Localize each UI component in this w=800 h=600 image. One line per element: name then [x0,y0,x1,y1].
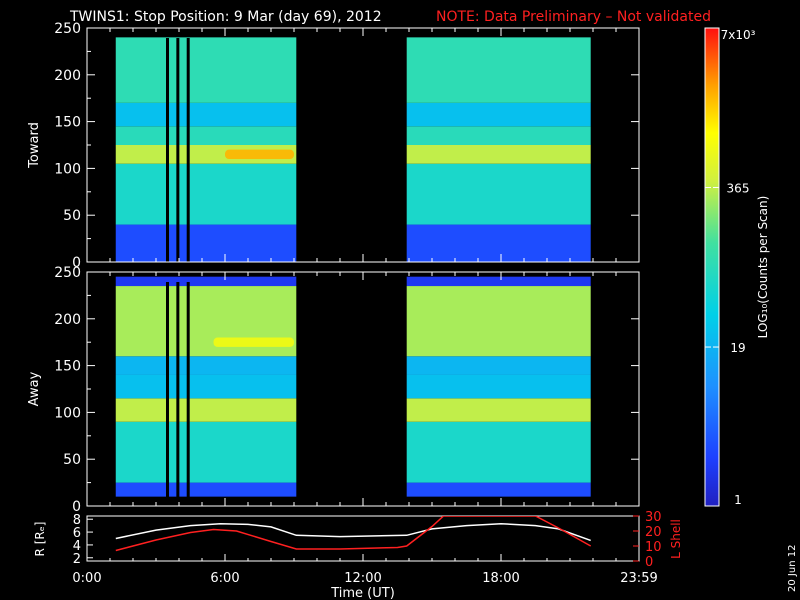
toward-heatmap [115,37,591,262]
away-ytick-label-3: 150 [54,359,81,375]
orbit-xtick-label-2: 12:00 [344,571,381,586]
orbit-xlabel: Time (UT) [330,586,395,600]
away-ytick-label-1: 50 [63,452,81,468]
toward-axes: 0 50 100 150 200 250 [54,21,640,271]
colorbar-gradient [704,27,720,507]
away-band-0-2 [115,398,297,422]
away-band-1-1 [406,421,591,483]
date-stamp: 20 Jun 12 [787,545,798,592]
toward-band-0-1 [115,163,297,225]
away-band-1-6 [406,276,591,287]
away-band-1-0 [406,482,591,497]
toward-ytick-label-3: 150 [54,115,81,131]
orbit-ytick-left-label-2: 6 [73,526,81,541]
away-band-0-1 [115,421,297,483]
toward-band-1-5 [406,37,591,103]
toward-gap-0 [166,38,169,262]
colorbar-ticks: 1 19 365 7x10³ [705,27,756,507]
orbit-xtick-label-0: 0:00 [72,571,101,586]
orbit-xtick-label-1: 6:00 [210,571,239,586]
orbit-ytick-left-label-3: 8 [73,513,81,528]
toward-ytick-label-5: 250 [54,21,81,37]
orbit-ytick-right-label-1: 10 [645,540,662,555]
toward-ytick-label-0: 0 [72,255,81,271]
away-band-0-3 [115,374,297,399]
toward-band-1-2 [406,145,591,164]
away-heatmap [115,276,591,506]
toward-ytick-label-2: 100 [54,161,81,177]
away-band-0-4 [115,356,297,375]
chart-note: NOTE: Data Preliminary – Not validated [436,9,711,25]
away-band-1-3 [406,374,591,399]
toward-ytick-label-1: 50 [63,208,81,224]
toward-band-1-4 [406,102,591,127]
away-ytick-label-2: 100 [54,405,81,421]
toward-band-0-5 [115,37,297,103]
toward-band-0-3 [115,126,297,145]
orbit-ytick-right-label-2: 20 [645,525,662,540]
orbit-ylabel-right: L Shell [669,519,683,559]
away-ytick-label-5: 250 [54,265,81,281]
colorbar-label: LOG₁₀(Counts per Scan) [756,196,770,339]
away-gap-1 [176,282,180,506]
toward-band-1-1 [406,163,591,225]
toward-ytick-label-4: 200 [54,68,81,84]
orbit-series-0 [115,522,591,542]
toward-band-0-0 [115,224,297,262]
orbit-ytick-left-label-0: 2 [73,552,81,567]
toward-gap-2 [186,38,190,262]
orbit-lines [115,516,592,552]
toward-band-1-0 [406,224,591,262]
away-ylabel: Away [27,371,42,406]
orbit-ytick-right-label-0: 0 [645,555,653,570]
colorbar-tick-label-1: 19 [730,341,745,355]
orbit-ytick-left-label-1: 4 [73,539,81,554]
away-gap-0 [166,282,169,506]
toward-band-0-4 [115,102,297,127]
orbit-ylabel-left: R [Rₑ] [33,522,47,557]
away-ytick-label-0: 0 [72,499,81,515]
colorbar-tick-label-3: 7x10³ [721,28,756,42]
orbit-series-1 [115,516,592,552]
orbit-xtick-label-4: 23:59 [620,571,657,586]
chart-title: TWINS1: Stop Position: 9 Mar (day 69), 2… [69,9,382,25]
away-band-1-4 [406,356,591,375]
orbit-ytick-right-label-3: 30 [645,510,662,525]
away-band-1-5 [406,286,591,357]
toward-peak [225,149,294,160]
colorbar: 1 19 365 7x10³ LOG₁₀(Counts per Scan) [704,27,770,507]
away-ytick-label-4: 200 [54,312,81,328]
away-panel: 0 50 100 150 200 250 Away [27,265,640,515]
away-gap-2 [186,282,190,506]
toward-gap-1 [176,38,180,262]
away-band-0-6 [115,276,297,287]
colorbar-tick-label-0: 1 [734,493,742,507]
toward-band-1-3 [406,126,591,145]
away-band-1-2 [406,398,591,422]
away-peak [213,337,294,347]
away-band-0-0 [115,482,297,497]
orbit-xtick-label-3: 18:00 [482,571,519,586]
toward-ylabel: Toward [27,122,42,169]
colorbar-tick-label-2: 365 [727,181,750,195]
away-axes: 0 50 100 150 200 250 [54,265,640,515]
toward-panel: 0 50 100 150 200 250 Toward [27,21,640,271]
